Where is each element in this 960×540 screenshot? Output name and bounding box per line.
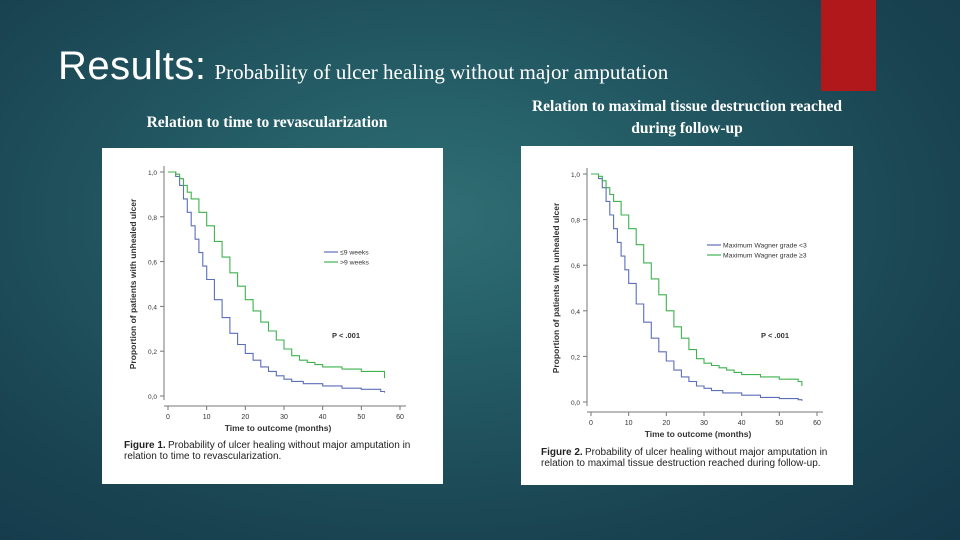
x-tick-label: 10 [625,420,633,427]
figure-caption-label: Figure 2. [541,447,583,458]
series-line-0 [591,173,803,401]
figure-1-chart: 0,0 0,2 0,4 0,6 0,8 1,0 0 10 20 30 40 50 60 Time to o… [124,166,410,462]
figure-caption-label: Figure 1. [124,440,166,451]
figure-2-panel: 0,0 0,2 0,4 0,6 0,8 1,0 0 10 20 30 40 50 60 Time to o… [521,146,853,485]
x-tick-label: 40 [319,414,327,421]
y-axis-label: Proportion of patients with unhealed ulc… [128,198,138,369]
legend-label-0: ≤9 weeks [340,250,369,257]
x-tick-label: 60 [813,420,821,427]
y-tick-label: 0,4 [148,304,157,311]
legend-label-1: >9 weeks [340,260,370,267]
x-tick-label: 10 [203,414,211,421]
y-tick-label: 0,0 [571,400,580,407]
y-tick-label: 0,8 [148,215,157,222]
slide-title: Results: Probability of ulcer healing wit… [58,44,668,89]
figure-caption-line-2: relation to time to revascularization. [124,451,281,462]
x-tick-label: 30 [280,414,288,421]
y-tick-label: 0,6 [571,263,580,270]
left-chart-heading: Relation to time to revascularization [146,114,388,131]
x-tick-label: 0 [166,414,170,421]
x-tick-label: 0 [589,420,593,427]
x-axis-label: Time to outcome (months) [645,429,752,439]
x-tick-label: 50 [357,414,365,421]
x-axis-label: Time to outcome (months) [225,423,332,433]
y-tick-label: 0,4 [571,309,580,316]
y-axis-label: Proportion of patients with unhealed ulc… [551,202,561,373]
x-tick-label: 30 [700,420,708,427]
x-tick-label: 60 [396,414,404,421]
y-tick-label: 0,2 [148,349,157,356]
title-main: Results: [58,44,207,88]
x-tick-label: 40 [738,420,746,427]
y-tick-label: 0,8 [571,218,580,225]
x-tick-label: 20 [662,420,670,427]
y-tick-label: 1,0 [148,170,157,177]
x-tick-label: 20 [241,414,249,421]
y-tick-label: 0,2 [571,354,580,361]
series-line-0 [168,171,386,393]
p-value-annotation: P < .001 [332,331,360,340]
legend-label-1: Maximum Wagner grade ≥3 [723,253,807,260]
y-tick-label: 1,0 [571,172,580,179]
figure-caption-line-2: relation to maximal tissue destruction r… [541,458,821,469]
title-subtitle: Probability of ulcer healing without maj… [214,60,669,84]
right-chart-heading: Relation to maximal tissue destruction r… [531,98,843,137]
legend-label-0: Maximum Wagner grade <3 [723,243,807,250]
figure-1-panel: 0,0 0,2 0,4 0,6 0,8 1,0 0 10 20 30 40 50 60 Time to o… [102,148,443,484]
x-tick-label: 50 [775,420,783,427]
y-tick-label: 0,6 [148,260,157,267]
figure-caption-line-1: Probability of ulcer healing without maj… [585,447,827,458]
p-value-annotation: P < .001 [761,331,789,340]
series-line-1 [591,173,803,386]
accent-bar [821,0,876,91]
y-tick-label: 0,0 [148,394,157,401]
figure-2-chart: 0,0 0,2 0,4 0,6 0,8 1,0 0 10 20 30 40 50 60 Time to o… [541,168,827,469]
figure-caption-line-1: Probability of ulcer healing without maj… [168,440,410,451]
series-line-1 [168,171,386,379]
